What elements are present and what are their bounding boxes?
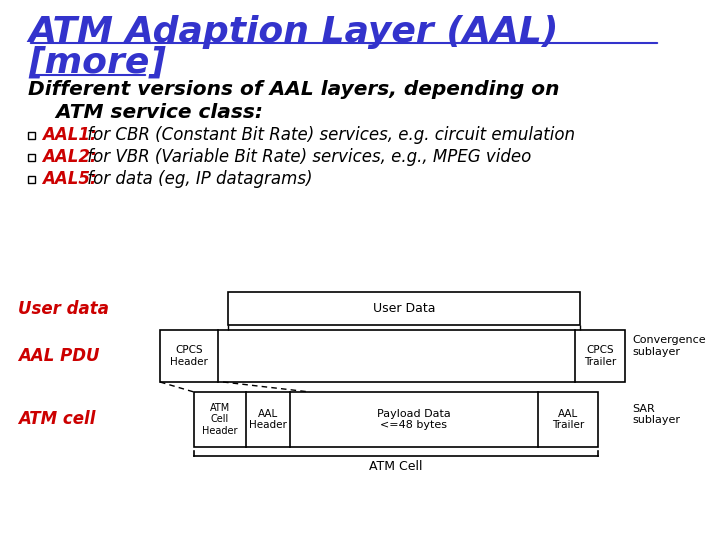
Bar	[160, 330, 625, 382]
Text: AAL
Header: AAL Header	[249, 409, 287, 430]
Text: AAL PDU: AAL PDU	[18, 347, 99, 365]
Bar	[228, 292, 580, 325]
Text: Convergence
sublayer: Convergence sublayer	[632, 335, 706, 357]
Text: ATM
Cell
Header: ATM Cell Header	[202, 403, 238, 436]
Text: CPCS
Trailer: CPCS Trailer	[584, 345, 616, 367]
Text: SAR
sublayer: SAR sublayer	[632, 404, 680, 426]
Bar	[28, 176, 35, 183]
Text: ATM Adaption Layer (AAL): ATM Adaption Layer (AAL)	[28, 15, 559, 49]
Text: for CBR (Constant Bit Rate) services, e.g. circuit emulation: for CBR (Constant Bit Rate) services, e.…	[82, 126, 575, 144]
Text: AAL
Trailer: AAL Trailer	[552, 409, 584, 430]
Text: AAL2:: AAL2:	[42, 148, 96, 166]
Text: Different versions of AAL layers, depending on: Different versions of AAL layers, depend…	[28, 80, 559, 99]
Text: AAL1:: AAL1:	[42, 126, 96, 144]
Text: ATM cell: ATM cell	[18, 410, 96, 429]
Text: [more]: [more]	[28, 46, 166, 80]
Bar	[28, 132, 35, 138]
Text: User data: User data	[18, 300, 109, 318]
Text: ATM service class:: ATM service class:	[28, 103, 263, 122]
Text: for data (eg, IP datagrams): for data (eg, IP datagrams)	[82, 170, 312, 188]
Bar	[28, 153, 35, 160]
Text: CPCS
Header: CPCS Header	[170, 345, 208, 367]
Text: AAL5:: AAL5:	[42, 170, 96, 188]
Bar	[194, 392, 598, 447]
Text: for VBR (Variable Bit Rate) services, e.g., MPEG video: for VBR (Variable Bit Rate) services, e.…	[82, 148, 531, 166]
Text: ATM Cell: ATM Cell	[369, 460, 423, 473]
Text: Payload Data
<=48 bytes: Payload Data <=48 bytes	[377, 409, 451, 430]
Text: User Data: User Data	[373, 302, 436, 315]
